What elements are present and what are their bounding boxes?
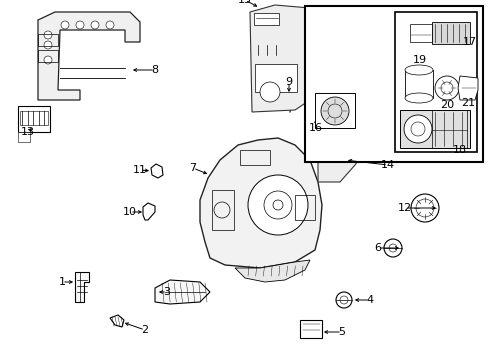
Text: 7: 7 bbox=[189, 163, 196, 173]
Circle shape bbox=[76, 21, 84, 29]
Bar bbox=[18, 106, 50, 132]
Bar bbox=[20, 111, 48, 125]
Text: 12: 12 bbox=[397, 203, 411, 213]
Polygon shape bbox=[38, 12, 140, 100]
Bar bbox=[254, 64, 296, 92]
Circle shape bbox=[260, 82, 280, 102]
Bar bbox=[253, 13, 279, 25]
Text: 11: 11 bbox=[133, 165, 147, 175]
Polygon shape bbox=[155, 280, 209, 304]
Text: 6: 6 bbox=[374, 243, 381, 253]
Text: 9: 9 bbox=[285, 77, 292, 87]
Circle shape bbox=[44, 41, 52, 49]
Bar bbox=[299, 320, 321, 338]
Text: 16: 16 bbox=[308, 123, 323, 133]
Circle shape bbox=[44, 31, 52, 39]
Polygon shape bbox=[75, 272, 89, 302]
Text: 13: 13 bbox=[21, 127, 35, 137]
Bar bbox=[240, 150, 269, 165]
Text: 10: 10 bbox=[123, 207, 137, 217]
Bar bbox=[38, 50, 58, 62]
Circle shape bbox=[320, 97, 348, 125]
Circle shape bbox=[332, 130, 356, 154]
Bar bbox=[305, 6, 482, 162]
Bar bbox=[431, 22, 469, 44]
Bar bbox=[212, 190, 234, 230]
Circle shape bbox=[410, 194, 438, 222]
Bar bbox=[38, 34, 58, 46]
Bar bbox=[294, 195, 314, 220]
Polygon shape bbox=[200, 138, 321, 268]
Text: 17: 17 bbox=[462, 37, 476, 47]
Polygon shape bbox=[151, 164, 163, 178]
Circle shape bbox=[91, 21, 99, 29]
Polygon shape bbox=[142, 203, 155, 220]
Text: 8: 8 bbox=[151, 65, 158, 75]
Circle shape bbox=[61, 21, 69, 29]
Polygon shape bbox=[279, 85, 294, 102]
Text: 18: 18 bbox=[452, 145, 466, 155]
Text: 1: 1 bbox=[59, 277, 65, 287]
Circle shape bbox=[247, 175, 307, 235]
Bar bbox=[314, 93, 354, 128]
Bar bbox=[394, 12, 476, 152]
Text: 19: 19 bbox=[412, 55, 426, 65]
Ellipse shape bbox=[404, 65, 432, 75]
Bar bbox=[404, 70, 432, 98]
Polygon shape bbox=[235, 260, 309, 282]
Polygon shape bbox=[249, 5, 314, 112]
Circle shape bbox=[44, 56, 52, 64]
Text: 3: 3 bbox=[163, 287, 170, 297]
Text: 15: 15 bbox=[238, 0, 251, 5]
Text: 21: 21 bbox=[460, 98, 474, 108]
Polygon shape bbox=[457, 76, 477, 100]
Circle shape bbox=[335, 292, 351, 308]
Circle shape bbox=[383, 239, 401, 257]
Bar bbox=[409, 24, 431, 42]
Bar bbox=[399, 110, 469, 148]
Text: 5: 5 bbox=[338, 327, 345, 337]
Ellipse shape bbox=[404, 93, 432, 103]
Text: 14: 14 bbox=[380, 160, 394, 170]
Text: 2: 2 bbox=[141, 325, 148, 335]
Circle shape bbox=[106, 21, 114, 29]
Text: 20: 20 bbox=[439, 100, 453, 110]
Polygon shape bbox=[110, 315, 124, 327]
Polygon shape bbox=[317, 112, 371, 182]
Text: 4: 4 bbox=[366, 295, 373, 305]
Circle shape bbox=[434, 76, 458, 100]
Circle shape bbox=[403, 115, 431, 143]
Bar bbox=[18, 132, 30, 142]
Bar bbox=[431, 110, 466, 148]
